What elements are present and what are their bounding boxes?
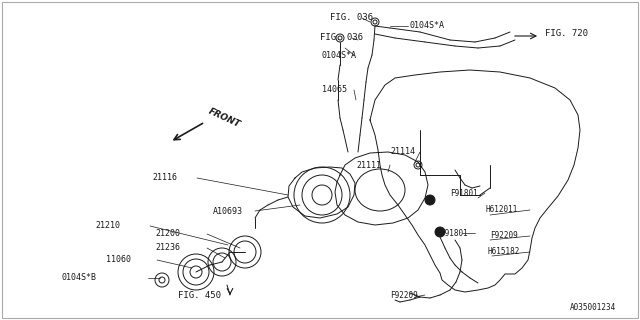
Text: 14065: 14065 <box>322 85 347 94</box>
Text: FIG. 036: FIG. 036 <box>320 34 363 43</box>
Text: 21200: 21200 <box>155 229 180 238</box>
Text: 21114: 21114 <box>390 148 415 156</box>
Text: FIG. 720: FIG. 720 <box>545 28 588 37</box>
Text: A10693: A10693 <box>213 206 243 215</box>
Text: F92209: F92209 <box>490 231 518 241</box>
Text: 21236: 21236 <box>155 244 180 252</box>
Text: H612011: H612011 <box>486 205 518 214</box>
Circle shape <box>435 227 445 237</box>
Text: FIG. 450: FIG. 450 <box>178 292 221 300</box>
Text: 11060: 11060 <box>106 255 131 265</box>
Text: 21111: 21111 <box>356 161 381 170</box>
Text: 21116: 21116 <box>152 173 177 182</box>
Circle shape <box>425 195 435 205</box>
Text: FRONT: FRONT <box>207 107 242 129</box>
Text: F91801: F91801 <box>440 228 468 237</box>
Text: 0104S*A: 0104S*A <box>410 21 445 30</box>
Text: 0104S*B: 0104S*B <box>62 274 97 283</box>
Text: A035001234: A035001234 <box>570 303 616 313</box>
Text: F91801: F91801 <box>450 188 477 197</box>
Text: 21210: 21210 <box>95 221 120 230</box>
Text: H615182: H615182 <box>488 247 520 257</box>
Text: FIG. 036: FIG. 036 <box>330 13 373 22</box>
Text: F92209: F92209 <box>390 291 418 300</box>
Text: 0104S*A: 0104S*A <box>322 51 357 60</box>
